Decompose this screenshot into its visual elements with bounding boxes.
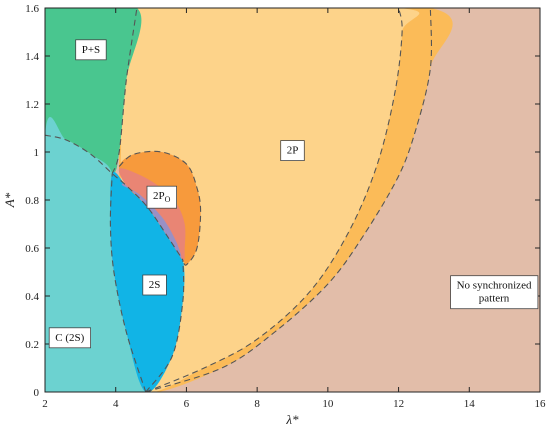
region-2p [111, 8, 420, 392]
x-axis-title: λ* [285, 412, 299, 427]
boundary-line-0 [45, 134, 184, 261]
boundary-line-6 [145, 8, 433, 392]
y-tick-label: 0.8 [25, 195, 39, 207]
boundary-line-5 [145, 8, 403, 392]
region-label-2s: 2S [142, 274, 167, 296]
y-tick-label: 1.2 [25, 99, 39, 111]
y-tick-label: 0.6 [25, 243, 39, 255]
region-label-c-2s-: C (2S) [48, 327, 92, 349]
x-tick-label: 2 [42, 398, 48, 410]
x-tick-label: 14 [464, 398, 476, 410]
region-label-text: 2P [287, 145, 299, 157]
region-label-box [450, 275, 539, 310]
region-labels-layer: No synchronized pattern 2P P+S C (2S) 2S 2PO [48, 39, 539, 349]
y-tick-label: 0 [34, 387, 40, 399]
region-label-2po: 2PO [146, 185, 178, 209]
ticks-layer: 2 4 6 8 10 12 14 16 0 0.2 0.4 0.6 0.8 1 1.2 1.4 1.6 [25, 3, 546, 410]
region-label-box [75, 39, 107, 61]
region-label-p-s: P+S [75, 39, 107, 61]
region-label-box [48, 327, 92, 349]
region-label-text: P+S [82, 44, 100, 56]
x-tick-label: 16 [535, 398, 547, 410]
x-tick-label: 6 [184, 398, 190, 410]
region-label-no-synchronized-pattern: No synchronized pattern [450, 275, 539, 310]
boundary-line-4 [118, 150, 202, 266]
region-label-text: 2S [149, 279, 161, 291]
x-tick-label: 4 [113, 398, 119, 410]
boundary-line-1 [109, 173, 147, 392]
boundary-line-2 [145, 259, 185, 392]
x-tick-label: 10 [322, 398, 334, 410]
region-label-text: C (2S) [55, 332, 84, 344]
region-label-box [280, 140, 305, 162]
y-tick-label: 1.4 [25, 51, 39, 63]
y-tick-label: 1.6 [25, 3, 39, 15]
region-c-2s- [45, 117, 150, 392]
region-label-box [146, 185, 178, 209]
boundary-line-3 [111, 8, 138, 174]
boundaries-layer [45, 8, 433, 392]
y-tick-label: 0.4 [25, 291, 39, 303]
region-label-text: No synchronized pattern [457, 280, 532, 305]
x-tick-label: 12 [393, 398, 404, 410]
region-label-box [142, 274, 167, 296]
y-tick-label: 1 [34, 147, 40, 159]
region-label-2p: 2P [280, 140, 305, 162]
y-tick-label: 0.2 [25, 339, 39, 351]
y-axis-title: A* [2, 192, 17, 208]
region-label-text: 2PO [153, 190, 171, 204]
x-tick-label: 8 [254, 398, 260, 410]
region-p-s [45, 8, 142, 174]
